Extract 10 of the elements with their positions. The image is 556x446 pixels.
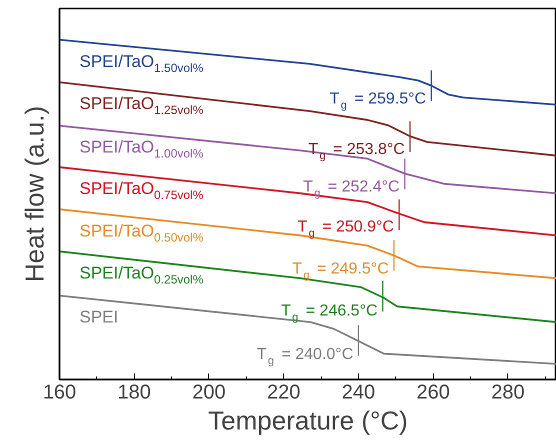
x-tick-label: 280: [491, 382, 525, 404]
x-tick-label: 220: [267, 382, 300, 404]
series-label: SPEI: [80, 308, 118, 327]
x-tick-label: 200: [192, 382, 226, 404]
x-tick-label: 160: [42, 382, 76, 404]
x-axis-title: Temperature (°C): [208, 406, 408, 436]
x-tick-label: 260: [416, 382, 450, 404]
y-axis-title: Heat flow (a.u.): [20, 106, 50, 282]
x-tick-label: 240: [342, 382, 376, 404]
x-tick-label: 180: [118, 382, 151, 404]
